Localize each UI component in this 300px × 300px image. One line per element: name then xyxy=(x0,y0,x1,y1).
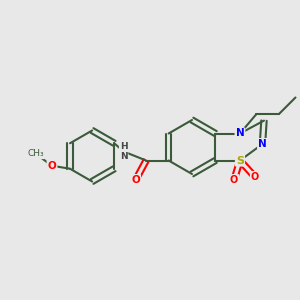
Text: O: O xyxy=(251,172,259,182)
Text: O: O xyxy=(131,175,140,185)
Text: CH₃: CH₃ xyxy=(27,149,44,158)
Text: N: N xyxy=(236,128,244,139)
Text: O: O xyxy=(48,161,56,171)
Text: H
N: H N xyxy=(120,142,128,161)
Text: S: S xyxy=(236,155,244,166)
Text: O: O xyxy=(230,175,238,185)
Text: N: N xyxy=(258,139,267,149)
